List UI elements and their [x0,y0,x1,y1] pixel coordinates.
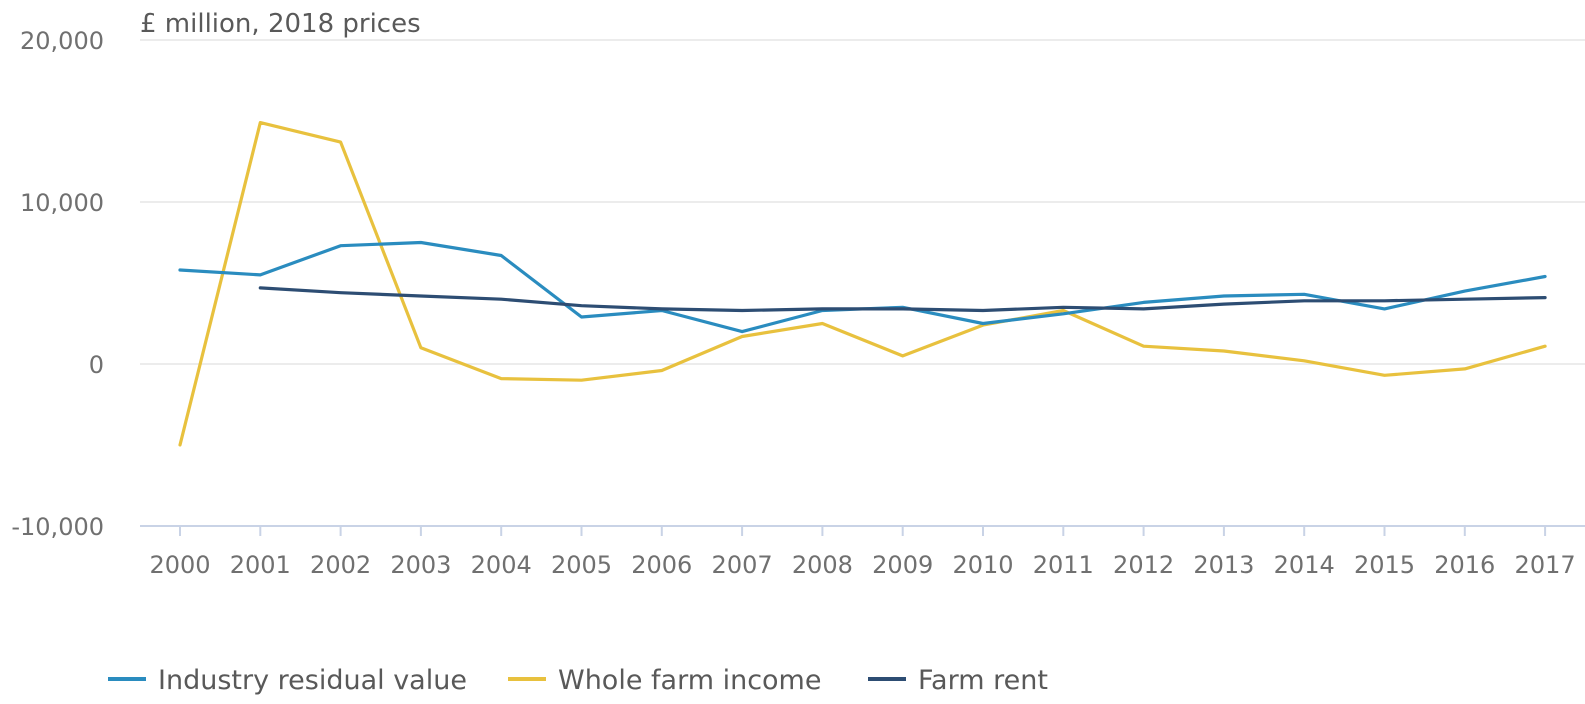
legend-label: Whole farm income [558,665,821,696]
series-line-whole-farm-income [178,120,1547,447]
x-tick-label: 2016 [1434,551,1495,579]
y-axis-tick-labels: -10,000 0 10,000 20,000 [11,27,104,541]
y-tick-label: 10,000 [20,189,104,217]
x-tick-label: 2017 [1515,551,1576,579]
x-tick-label: 2011 [1033,551,1094,579]
x-tick-label: 2001 [230,551,291,579]
y-tick-label: 20,000 [20,27,104,55]
unit-label: £ million, 2018 prices [140,9,421,39]
x-tick-label: 2002 [310,551,371,579]
x-tick-label: 2012 [1113,551,1174,579]
x-tick-label: 2006 [631,551,692,579]
x-tick-label: 2015 [1354,551,1415,579]
x-tick-label: 2003 [390,551,451,579]
x-axis: 2000 2001 2002 2003 2004 2005 2006 2007 2008 2009… [149,526,1576,579]
x-tick-label: 2004 [471,551,532,579]
x-tick-label: 2013 [1193,551,1254,579]
series-line-farm-rent [258,286,1547,313]
x-tick-label: 2010 [952,551,1013,579]
x-tick-label: 2009 [872,551,933,579]
legend-label: Industry residual value [158,665,467,696]
x-tick-label: 2005 [551,551,612,579]
legend: Industry residual value Whole farm income… [108,665,1048,696]
x-tick-label: 2008 [792,551,853,579]
x-tick-label: 2007 [712,551,773,579]
legend-item-farm-rent: Farm rent [868,665,1048,696]
legend-label: Farm rent [918,665,1048,696]
y-tick-label: 0 [89,351,104,379]
series-lines [178,120,1547,447]
legend-item-whole-farm-income: Whole farm income [508,665,821,696]
gridlines [140,39,1585,527]
x-tick-label: 2014 [1274,551,1335,579]
legend-item-industry-residual-value: Industry residual value [108,665,467,696]
x-tick-label: 2000 [149,551,210,579]
y-tick-label: -10,000 [11,513,104,541]
